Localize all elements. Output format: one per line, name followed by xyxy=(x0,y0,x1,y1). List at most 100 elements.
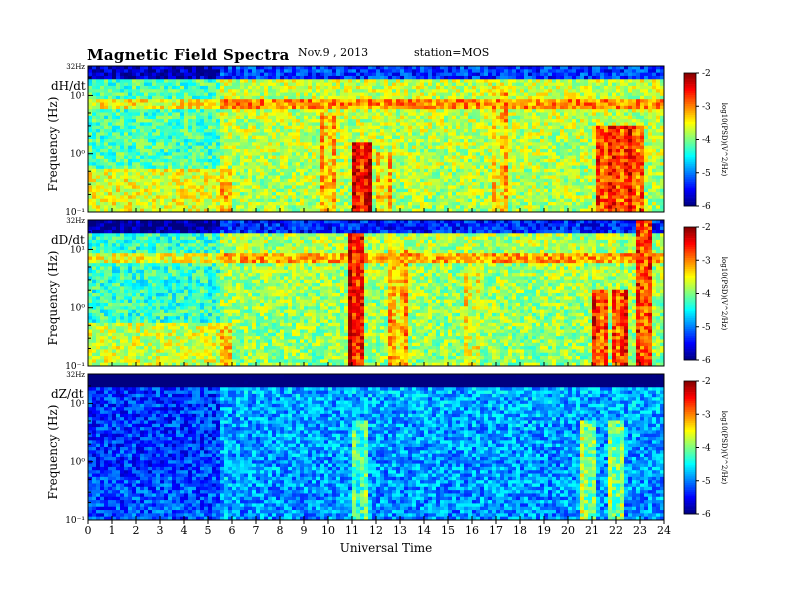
colorbar-segment xyxy=(684,309,696,312)
colorbar-segment xyxy=(684,407,696,411)
colorbar-segment xyxy=(684,425,696,428)
y-tick-label: 10⁻¹ xyxy=(65,516,85,526)
colorbar-segment xyxy=(684,449,696,453)
colorbar-segment xyxy=(684,317,696,321)
colorbar-segment xyxy=(684,177,696,180)
colorbar-segment xyxy=(684,186,696,189)
station-label: station=MOS xyxy=(414,46,490,59)
colorbar-segment xyxy=(684,251,696,254)
colorbar-segment xyxy=(684,494,696,497)
colorbar-segment xyxy=(684,394,696,397)
x-tick-label: 0 xyxy=(85,524,92,537)
colorbar-segment xyxy=(684,271,696,274)
y-axis-label: Frequency (Hz) xyxy=(46,405,60,500)
colorbar-segment xyxy=(684,353,696,356)
colorbar-segment xyxy=(684,398,696,402)
x-tick-label: 4 xyxy=(181,524,188,537)
colorbar-segment xyxy=(684,192,696,196)
x-tick-label: 16 xyxy=(465,524,479,537)
colorbar-segment xyxy=(684,440,696,444)
colorbar-segment xyxy=(684,471,696,475)
colorbar-segment xyxy=(684,128,696,131)
colorbar-segment xyxy=(684,489,696,493)
colorbar-segment xyxy=(684,183,696,187)
colorbar-segment xyxy=(684,172,696,176)
colorbar-segment xyxy=(684,262,696,265)
colorbar-tick-label: -4 xyxy=(702,290,711,300)
colorbar-segment xyxy=(684,148,696,151)
colorbar-segment xyxy=(684,502,696,506)
colorbar-segment xyxy=(684,86,696,89)
x-tick-label: 1 xyxy=(109,524,116,537)
x-tick-label: 17 xyxy=(489,524,503,537)
colorbar-segment xyxy=(684,467,696,470)
colorbar-segment xyxy=(684,143,696,147)
colorbar-segment xyxy=(684,511,696,515)
colorbar-segment xyxy=(684,203,696,207)
x-tick-label: 14 xyxy=(417,524,431,537)
colorbar-segment xyxy=(684,269,696,272)
colorbar-segment xyxy=(684,387,696,391)
spectrogram-heatmap xyxy=(88,66,664,212)
top-freq-label: 32Hz xyxy=(66,371,85,379)
colorbar-label: log10(PSD)(V^2/Hz) xyxy=(720,411,728,485)
x-tick-label: 9 xyxy=(301,524,308,537)
colorbar-tick-label: -3 xyxy=(702,102,711,112)
colorbar-segment xyxy=(684,126,696,129)
colorbar-segment xyxy=(684,88,696,92)
colorbar-segment xyxy=(684,235,696,239)
colorbar-tick-label: -2 xyxy=(702,69,711,79)
colorbar-segment xyxy=(684,157,696,160)
colorbar-segment xyxy=(684,101,696,105)
colorbar-segment xyxy=(684,487,696,490)
colorbar-tick-label: -5 xyxy=(702,477,711,487)
colorbar-segment xyxy=(684,322,696,325)
colorbar-segment xyxy=(684,188,696,191)
colorbar-segment xyxy=(684,423,696,426)
colorbar-segment xyxy=(684,418,696,422)
colorbar-segment xyxy=(684,135,696,138)
colorbar-segment xyxy=(684,95,696,98)
colorbar-segment xyxy=(684,342,696,345)
colorbar-segment xyxy=(684,231,696,234)
colorbar-segment xyxy=(684,324,696,328)
colorbar-segment xyxy=(684,476,696,479)
colorbar-segment xyxy=(684,304,696,308)
colorbar-segment xyxy=(684,249,696,252)
colorbar-segment xyxy=(684,90,696,94)
colorbar-segment xyxy=(684,174,696,178)
colorbar-segment xyxy=(684,166,696,169)
colorbar-segment xyxy=(684,253,696,257)
colorbar-segment xyxy=(684,104,696,107)
colorbar-segment xyxy=(684,478,696,482)
colorbar-segment xyxy=(684,152,696,156)
colorbar-segment xyxy=(684,139,696,143)
x-tick-label: 23 xyxy=(633,524,647,537)
y-axis-label: Frequency (Hz) xyxy=(46,251,60,346)
x-tick-label: 15 xyxy=(441,524,455,537)
colorbar-tick-label: -6 xyxy=(702,510,711,520)
colorbar-segment xyxy=(684,392,696,395)
colorbar-segment xyxy=(684,434,696,437)
colorbar-segment xyxy=(684,170,696,174)
colorbar-segment xyxy=(684,273,696,277)
y-tick-label: 10⁻¹ xyxy=(65,208,85,218)
colorbar-segment xyxy=(684,155,696,158)
colorbar-segment xyxy=(684,123,696,127)
colorbar-segment xyxy=(684,284,696,288)
colorbar-segment xyxy=(684,454,696,457)
x-axis: 0 1 2 3 4 5 6 7 8 9 10 11 12 13 14 15 16 17 18 19 20 21 22 23 24… xyxy=(85,208,671,555)
colorbar-segment xyxy=(684,346,696,350)
colorbar-segment xyxy=(684,400,696,404)
colorbar-segment xyxy=(684,289,696,292)
colorbar-segment xyxy=(684,451,696,455)
x-axis-label: Universal Time xyxy=(340,541,433,555)
colorbar-segment xyxy=(684,97,696,100)
spectrogram-heatmap xyxy=(88,374,664,520)
y-tick-label: 10⁻¹ xyxy=(65,362,85,372)
colorbar-segment xyxy=(684,255,696,259)
colorbar-segment xyxy=(684,161,696,165)
colorbar-tick-label: -2 xyxy=(702,377,711,387)
